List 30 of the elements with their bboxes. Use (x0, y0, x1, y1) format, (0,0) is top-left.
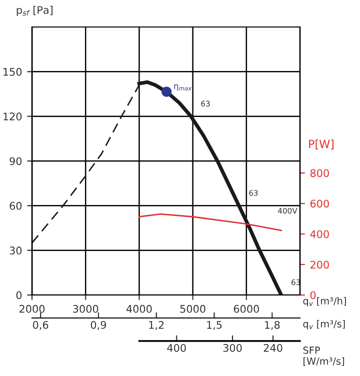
y-tick-label: 60 (10, 202, 22, 210)
text: 400 (167, 344, 186, 352)
y2-tick-label: 600 (310, 200, 329, 208)
text: SFP [W/m³/s] (303, 346, 344, 366)
x-tick-label: 5000 (180, 304, 206, 313)
x2-tick-label: 1,8 (264, 320, 280, 330)
text: 240 (264, 344, 282, 352)
x-tick-label: 4000 (126, 304, 152, 313)
text: 300 (223, 344, 242, 352)
y-tick-label: 150 (4, 68, 22, 76)
x2-tick-label: 1,5 (207, 321, 222, 330)
y-tick-label: 120 (4, 112, 22, 120)
y2-tick-label: 200 (310, 260, 329, 269)
y-axis-title: p$_{sf}$ [Pa] (16, 6, 52, 16)
y-tick-label: 90 (10, 157, 22, 166)
y2-tick-label: 400 (310, 230, 329, 238)
x2-tick-label: 0,6 (32, 320, 48, 330)
x2-axis-title: q$_{v}$ [m³/s] (303, 320, 345, 330)
x2-tick-label: 0,9 (90, 320, 106, 330)
series-label: η$_{max}$ (174, 84, 192, 91)
line-series (138, 213, 282, 232)
x-tick-label: 2000 (20, 304, 45, 313)
y2-axis-title: P[W] (309, 140, 334, 150)
y2-tick-label: 800 (310, 169, 329, 178)
x-tick-label: 3000 (73, 304, 98, 313)
y-tick-label: 0 (16, 291, 22, 300)
x2-tick-label: 1,2 (149, 320, 164, 330)
y-tick-label: 30 (10, 246, 22, 254)
y2-tick-label: 0 (310, 291, 316, 300)
x-tick-label: 6000 (234, 304, 259, 313)
